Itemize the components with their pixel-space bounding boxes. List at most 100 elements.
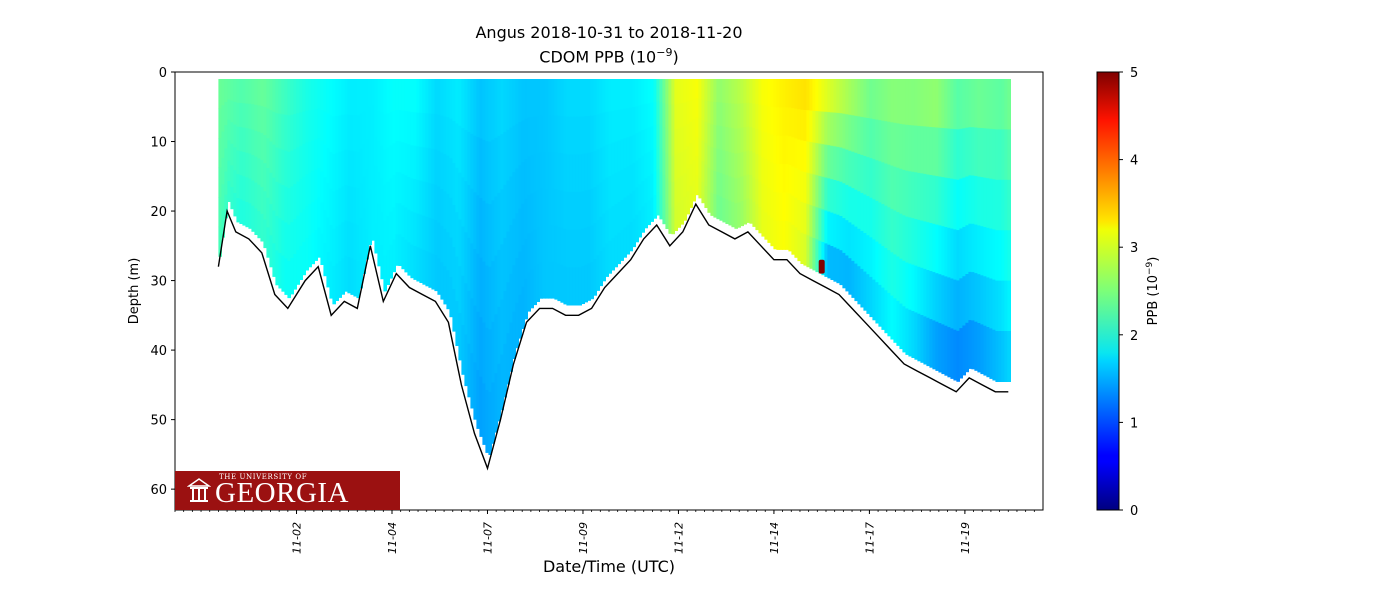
cdom-sample-cell	[662, 79, 666, 104]
cdom-sample-cell	[668, 79, 672, 106]
cdom-sample-cell	[488, 391, 492, 455]
cdom-sample-cell	[773, 220, 777, 250]
cdom-sample-cell	[992, 329, 996, 381]
cdom-sample-cell	[614, 204, 618, 236]
cdom-sample-cell	[692, 119, 696, 141]
cdom-sample-cell	[767, 187, 771, 216]
cdom-sample-cell	[602, 213, 606, 248]
cdom-sample-cell	[467, 237, 471, 292]
cdom-sample-cell	[236, 150, 240, 175]
cdom-sample-cell	[521, 120, 525, 163]
cdom-sample-cell	[503, 131, 507, 186]
cdom-sample-cell	[269, 235, 273, 268]
cdom-sample-cell	[923, 173, 927, 222]
cdom-sample-cell	[803, 203, 807, 235]
cdom-sample-cell	[710, 101, 714, 125]
cdom-sample-cell	[338, 151, 342, 189]
cdom-sample-cell	[578, 154, 582, 193]
cdom-sample-cell	[392, 79, 396, 112]
cdom-sample-cell	[575, 267, 579, 306]
cdom-sample-cell	[998, 230, 1002, 282]
cdom-sample-cell	[362, 143, 366, 177]
cdom-sample-cell	[617, 79, 621, 111]
cdom-sample-cell	[221, 105, 225, 133]
cdom-sample-cell	[620, 109, 624, 140]
cdom-sample-cell	[578, 191, 582, 231]
cdom-sample-cell	[677, 79, 681, 105]
y-tick-label: 0	[159, 66, 167, 81]
cdom-sample-cell	[569, 267, 573, 306]
cdom-sample-cell	[575, 154, 579, 193]
cdom-sample-cell	[680, 175, 684, 201]
cdom-sample-cell	[785, 107, 789, 137]
cdom-sample-cell	[623, 79, 627, 110]
cdom-sample-cell	[299, 179, 303, 214]
cdom-sample-cell	[659, 102, 663, 127]
cdom-sample-cell	[575, 229, 579, 268]
cdom-sample-cell	[479, 198, 483, 259]
cdom-sample-cell	[221, 210, 225, 238]
cdom-sample-cell	[554, 188, 558, 227]
cdom-sample-cell	[401, 79, 405, 112]
cdom-sample-cell	[791, 108, 795, 138]
cdom-sample-cell	[878, 120, 882, 162]
cdom-sample-cell	[296, 113, 300, 148]
cdom-sample-cell	[686, 191, 690, 215]
cdom-sample-cell	[638, 79, 642, 106]
cdom-sample-cell	[218, 138, 222, 169]
cdom-sample-cell	[899, 213, 903, 260]
cdom-sample-cell	[656, 124, 660, 148]
cdom-sample-cell	[599, 147, 603, 183]
cdom-sample-cell	[311, 79, 315, 111]
cdom-sample-cell	[551, 152, 555, 190]
cdom-sample-cell	[641, 79, 645, 106]
cdom-sample-cell	[965, 127, 969, 178]
cdom-sample-cell	[785, 192, 789, 222]
y-tick-label: 10	[150, 136, 167, 151]
cdom-sample-cell	[488, 141, 492, 205]
cdom-sample-cell	[506, 180, 510, 232]
cdom-sample-cell	[680, 199, 684, 225]
cdom-sample-cell	[938, 225, 942, 275]
cdom-sample-cell	[608, 208, 612, 242]
cdom-sample-cell	[764, 212, 768, 240]
cdom-sample-cell	[707, 167, 711, 191]
cdom-sample-cell	[461, 128, 465, 178]
cdom-sample-cell	[398, 110, 402, 142]
cdom-sample-cell	[857, 116, 861, 155]
cdom-sample-cell	[401, 237, 405, 270]
cdom-sample-cell	[254, 182, 258, 210]
cdom-sample-cell	[542, 115, 546, 153]
cdom-sample-cell	[437, 222, 441, 259]
cdom-sample-cell	[245, 128, 249, 154]
cdom-sample-cell	[362, 240, 366, 274]
cdom-sample-cell	[581, 79, 585, 117]
cdom-sample-cell	[488, 329, 492, 393]
cdom-sample-cell	[308, 235, 312, 268]
cdom-sample-cell	[704, 143, 708, 166]
cdom-sample-cell	[833, 112, 837, 147]
cdom-sample-cell	[584, 190, 588, 229]
cdom-sample-cell	[854, 115, 858, 154]
cdom-sample-cell	[938, 323, 942, 373]
cdom-sample-cell	[389, 112, 393, 146]
cdom-sample-cell	[593, 151, 597, 188]
cdom-sample-cell	[425, 79, 429, 115]
cdom-sample-cell	[512, 265, 516, 313]
cdom-sample-cell	[473, 192, 477, 250]
cdom-sample-cell	[374, 79, 378, 109]
cdom-sample-cell	[740, 176, 744, 202]
cdom-sample-cell	[902, 169, 906, 216]
cdom-sample-cell	[344, 220, 348, 257]
cdom-sample-cell	[653, 102, 657, 126]
cdom-sample-cell	[872, 79, 876, 120]
cdom-sample-cell	[497, 192, 501, 251]
cdom-sample-cell	[455, 123, 459, 169]
cdom-sample-cell	[557, 115, 561, 154]
cdom-sample-cell	[677, 128, 681, 154]
cdom-sample-cell	[881, 287, 885, 330]
cdom-sample-cell	[518, 294, 522, 339]
cdom-sample-cell	[812, 110, 816, 144]
cdom-sample-cell	[368, 134, 372, 163]
cdom-sample-cell	[500, 134, 504, 190]
